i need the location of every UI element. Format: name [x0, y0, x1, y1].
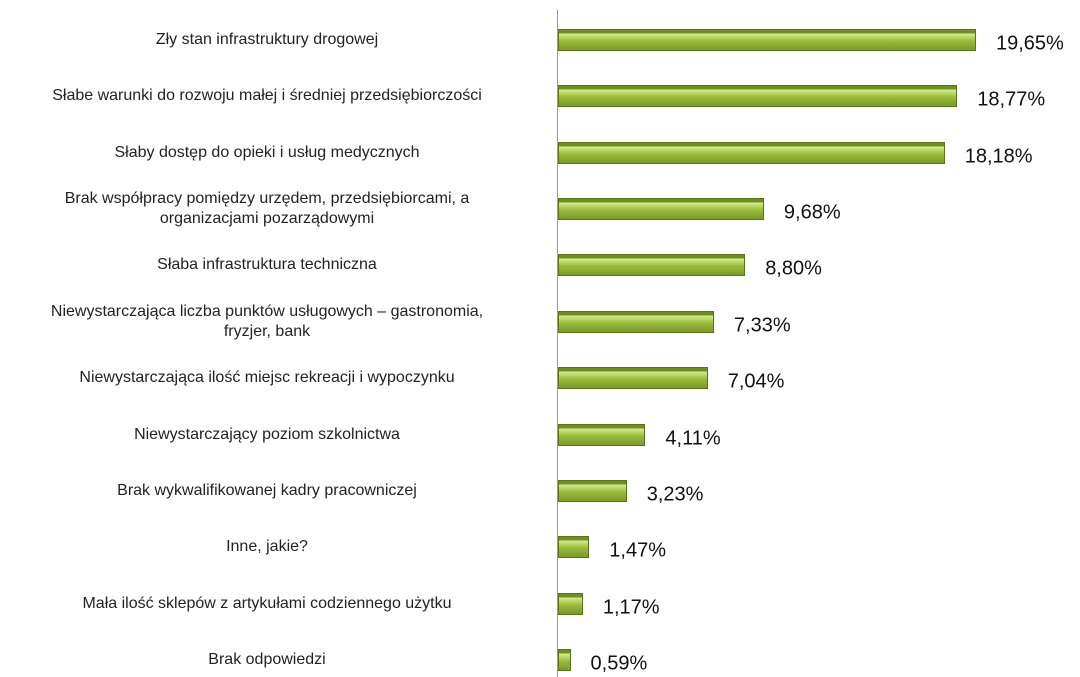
value-label: 1,17%	[602, 596, 660, 619]
bar	[558, 649, 571, 671]
category-label: Słaby dostęp do opieki i usług medycznyc…	[114, 143, 420, 161]
bar	[558, 367, 708, 390]
category-label: Niewystarczający poziom szkolnictwa	[134, 425, 400, 443]
value-label: 1,47%	[609, 539, 666, 562]
bar	[558, 29, 976, 51]
category-label: Mała ilość sklepów z artykułami codzienn…	[82, 594, 452, 612]
category-label: Słaba infrastruktura techniczna	[157, 256, 377, 274]
bar	[558, 479, 627, 502]
value-label: 7,04%	[727, 370, 785, 393]
value-label: 9,68%	[783, 201, 841, 224]
bar	[558, 141, 945, 164]
value-label: 3,23%	[646, 483, 704, 506]
bar	[558, 592, 583, 615]
bar	[558, 536, 590, 559]
bar	[558, 310, 714, 333]
category-label: Inne, jakie?	[226, 538, 308, 556]
bar	[558, 198, 764, 221]
category-label: Niewystarczająca ilość miejsc rekreacji …	[79, 369, 455, 387]
value-label: 19,65%	[996, 32, 1064, 55]
bar	[558, 423, 646, 446]
value-label: 8,80%	[765, 257, 822, 280]
value-label: 18,77%	[977, 88, 1046, 111]
value-label: 4,11%	[665, 427, 721, 450]
bar	[558, 85, 958, 108]
category-label: Brak odpowiedzi	[208, 651, 326, 668]
value-label: 7,33%	[733, 314, 791, 337]
value-label: 18,18%	[964, 145, 1033, 168]
value-label: 0,59%	[590, 652, 648, 675]
category-label: Niewystarczająca liczba punktów usługowy…	[50, 302, 484, 340]
category-label: Zły stan infrastruktury drogowej	[155, 31, 379, 48]
axis-line	[557, 10, 558, 677]
category-label: Brak współpracy pomiędzy urzędem, przeds…	[64, 190, 470, 228]
category-label: Brak wykwalifikowanej kadry pracowniczej	[117, 481, 417, 499]
category-label: Słabe warunki do rozwoju małej i średnie…	[52, 87, 482, 105]
bar	[558, 254, 746, 277]
